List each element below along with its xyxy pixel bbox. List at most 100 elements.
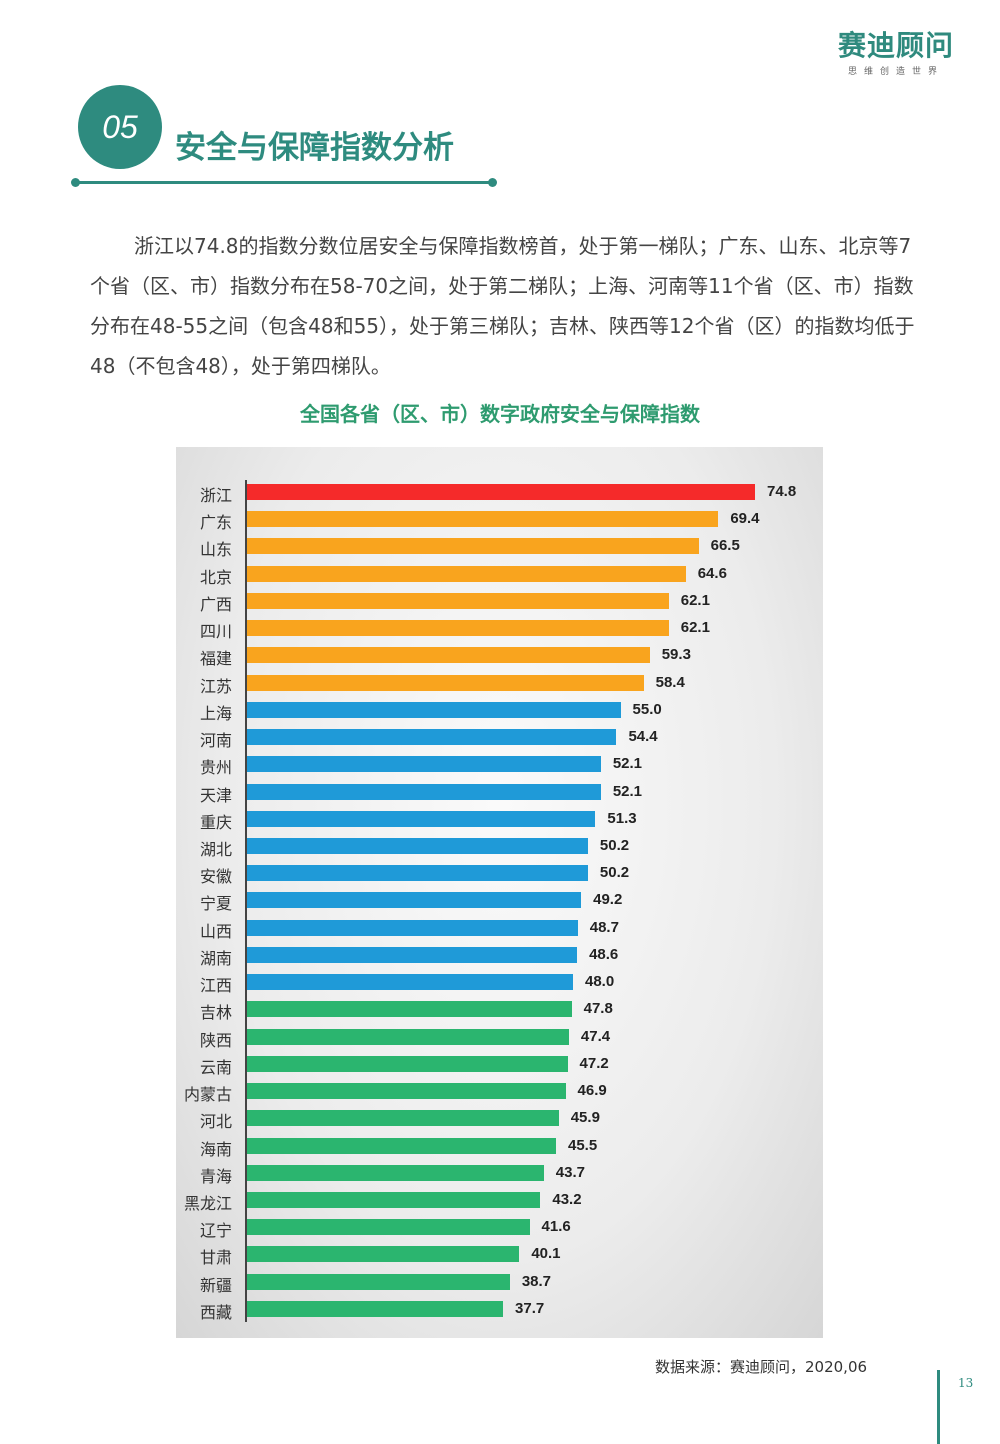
category-label: 河北: [199, 1112, 232, 1132]
category-label: 江苏: [199, 676, 232, 696]
category-label: 上海: [199, 703, 232, 723]
section-title: 安全与保障指数分析: [175, 130, 454, 166]
value-label: 43.2: [552, 1190, 582, 1208]
category-label: 山东: [199, 540, 232, 560]
category-label: 福建: [199, 649, 232, 669]
category-label: 吉林: [199, 1003, 232, 1023]
category-label: 重庆: [199, 812, 232, 832]
bar: [247, 1300, 504, 1317]
value-label: 40.1: [531, 1245, 561, 1263]
value-label: 50.2: [599, 864, 630, 882]
value-label: 74.8: [767, 483, 797, 500]
value-label: 43.7: [555, 1163, 585, 1181]
value-label: 51.3: [607, 809, 637, 827]
category-label: 陕西: [199, 1030, 232, 1050]
value-label: 62.1: [680, 619, 710, 637]
value-label: 54.4: [628, 728, 658, 746]
value-label: 52.1: [612, 782, 643, 800]
category-label: 安徽: [199, 867, 232, 887]
category-label: 青海: [199, 1166, 232, 1186]
category-label: 天津: [199, 785, 232, 805]
bar: [247, 538, 699, 555]
value-label: 69.4: [730, 510, 760, 528]
bar: [247, 1083, 566, 1100]
bar: [247, 1137, 556, 1154]
page-divider: [937, 1370, 940, 1444]
bar: [247, 1028, 569, 1045]
bar: [247, 1191, 541, 1208]
category-label: 甘肃: [199, 1248, 232, 1268]
value-label: 41.6: [541, 1218, 571, 1236]
category-label: 湖南: [199, 948, 232, 968]
value-label: 47.2: [579, 1054, 609, 1072]
value-label: 45.9: [570, 1109, 600, 1127]
bar: [247, 919, 578, 936]
logo-name: 赛迪顾问: [837, 29, 954, 62]
category-label: 山西: [199, 921, 232, 941]
value-label: 58.4: [655, 673, 685, 691]
value-label: 47.8: [583, 1000, 613, 1018]
bar: [247, 892, 582, 909]
category-label: 浙江: [199, 486, 232, 505]
bar: [247, 1001, 572, 1018]
y-axis-line: [245, 480, 247, 1322]
bar: [247, 729, 617, 746]
bar: [247, 592, 669, 609]
category-label: 云南: [199, 1057, 232, 1077]
chart-title: 全国各省（区、市）数字政府安全与保障指数: [300, 402, 700, 426]
bar: [247, 756, 601, 773]
value-label: 46.9: [577, 1082, 607, 1100]
category-label: 新疆: [199, 1275, 232, 1295]
bar: [247, 974, 573, 991]
page-number: 13: [958, 1376, 974, 1390]
category-label: 北京: [199, 567, 232, 587]
value-label: 38.7: [521, 1272, 552, 1290]
value-label: 37.7: [515, 1299, 545, 1317]
value-label: 52.1: [612, 755, 643, 773]
category-label: 广东: [199, 513, 232, 533]
category-label: 宁夏: [199, 894, 232, 914]
value-label: 62.1: [680, 591, 710, 609]
bar: [247, 620, 669, 637]
category-label: 辽宁: [199, 1221, 232, 1241]
category-label: 湖北: [199, 839, 232, 859]
data-source: 数据来源：赛迪顾问，2020,06: [655, 1358, 868, 1376]
value-label: 48.6: [589, 945, 619, 963]
category-label: 海南: [199, 1139, 232, 1159]
bar: [247, 1246, 520, 1263]
bar: [247, 647, 650, 664]
value-label: 48.0: [584, 973, 615, 991]
bar: [247, 701, 621, 718]
value-label: 59.3: [661, 646, 691, 664]
category-label: 内蒙古: [183, 1085, 232, 1105]
category-label: 黑龙江: [183, 1193, 232, 1213]
value-label: 45.5: [568, 1136, 598, 1154]
bar: [247, 1273, 510, 1290]
bar: [247, 1164, 544, 1181]
value-label: 55.0: [632, 700, 662, 718]
category-label: 贵州: [199, 758, 232, 778]
value-label: 48.7: [589, 918, 619, 936]
bar: [247, 1219, 530, 1236]
section-number-badge: 05: [78, 85, 162, 169]
value-label: 49.2: [593, 891, 623, 909]
bar: [247, 783, 601, 800]
bar: [247, 837, 588, 854]
bar: [247, 565, 686, 582]
title-divider: [71, 178, 497, 187]
bar: [247, 1055, 568, 1072]
category-label: 四川: [199, 622, 232, 642]
category-label: 江西: [199, 976, 232, 996]
category-label: 河南: [199, 731, 232, 751]
bar: [247, 484, 755, 500]
summary-paragraph: 浙江以74.8的指数分数位居安全与保障指数榜首，处于第一梯队；广东、山东、北京等…: [90, 234, 915, 378]
logo-slogan: 思维创造世界: [847, 67, 944, 77]
bar: [247, 810, 596, 827]
bar: [247, 674, 644, 691]
value-label: 50.2: [599, 836, 630, 854]
value-label: 66.5: [710, 537, 740, 555]
value-label: 47.4: [580, 1027, 611, 1045]
bar: [247, 946, 578, 963]
category-label: 广西: [199, 594, 232, 614]
category-label: 西藏: [199, 1302, 232, 1322]
